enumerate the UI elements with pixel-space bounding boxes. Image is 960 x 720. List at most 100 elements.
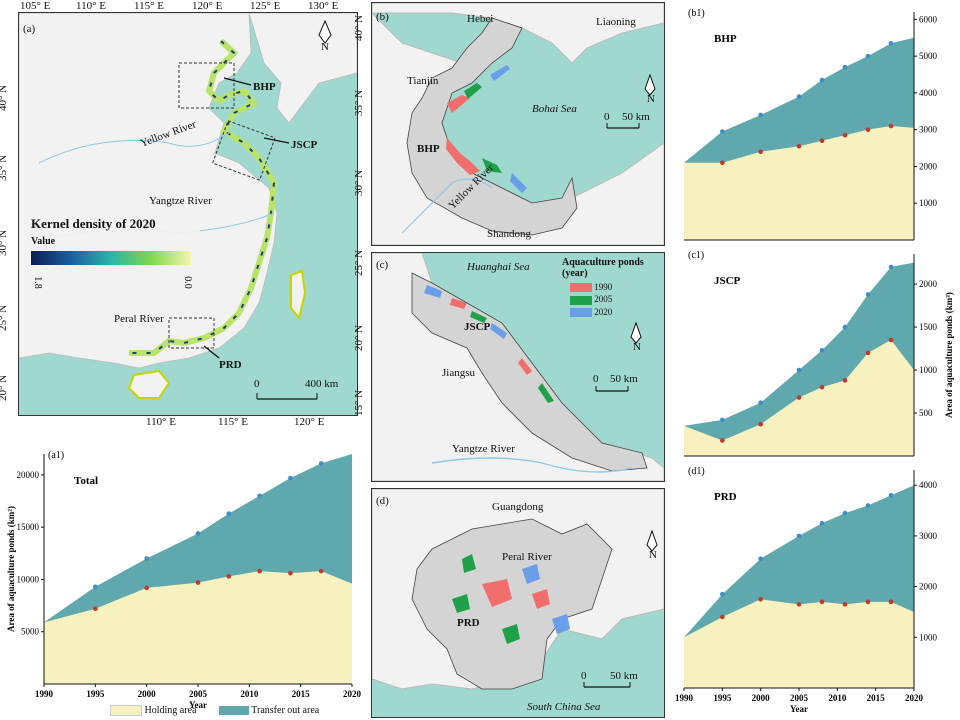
holding-point bbox=[842, 132, 848, 138]
lon-top-label: 120° E bbox=[192, 0, 223, 12]
transfer-point bbox=[796, 367, 802, 373]
chart-tag: (c1) bbox=[688, 250, 704, 261]
transfer-point bbox=[865, 53, 871, 59]
lat-right-labels: 40° N 35° N 30° N 25° N 20° N 15° N bbox=[353, 12, 370, 416]
x-tick-label: 2005 bbox=[189, 689, 208, 699]
hebei-label: Hebei bbox=[467, 13, 494, 25]
holding-area bbox=[44, 571, 352, 684]
transfer-point bbox=[288, 475, 293, 481]
legend-transfer-swatch bbox=[218, 706, 249, 716]
x-tick-label: 1990 bbox=[675, 693, 694, 703]
y-tick-label: 5000 bbox=[919, 51, 938, 61]
legend-title: Kernel density of 2020 bbox=[31, 216, 156, 231]
transfer-point bbox=[842, 64, 848, 70]
peral-d-label: Peral River bbox=[502, 551, 552, 563]
kernel-density-legend: Kernel density of 2020 Value 1.8 0.0 bbox=[25, 213, 200, 298]
transfer-point bbox=[318, 461, 324, 466]
transfer-point bbox=[226, 511, 232, 516]
holding-point bbox=[888, 337, 894, 343]
y-axis-label: Area of aquaculture ponds (km²) bbox=[944, 292, 954, 418]
legend-item: 2005 bbox=[570, 294, 662, 305]
x-tick-label: 2015 bbox=[867, 693, 886, 703]
transfer-point bbox=[865, 292, 871, 297]
legend-color-ramp bbox=[31, 251, 191, 265]
jscp-label: JSCP bbox=[291, 139, 318, 151]
lat-left-label: 25° N bbox=[0, 305, 10, 332]
holding-point bbox=[195, 580, 201, 585]
y-tick-label: 1000 bbox=[919, 365, 938, 375]
holding-point bbox=[758, 421, 763, 427]
x-tick-label: 2010 bbox=[828, 693, 847, 703]
y-tick-label: 1000 bbox=[919, 632, 938, 642]
chart-tag: (b1) bbox=[688, 8, 705, 19]
transfer-point bbox=[93, 584, 98, 590]
chart-title: BHP bbox=[714, 33, 737, 45]
lat-right-label: 20° N bbox=[353, 324, 366, 352]
x-tick-label: 2015 bbox=[292, 689, 311, 699]
x-tick-label: 1990 bbox=[35, 689, 54, 699]
y-axis-label: Area of aquaculture ponds (km²) bbox=[6, 506, 16, 632]
holding-point bbox=[819, 599, 825, 605]
prd-map-panel: (d) Guangdong Peral River PRD South Chin… bbox=[371, 488, 665, 718]
shandong-label: Shandong bbox=[487, 228, 531, 240]
legend-item-label: 1990 bbox=[594, 282, 613, 292]
holding-point bbox=[720, 160, 725, 166]
lat-right-label: 15° N bbox=[353, 389, 366, 417]
lon-top-label: 130° E bbox=[308, 0, 339, 12]
transfer-point bbox=[888, 493, 894, 498]
transfer-point bbox=[195, 531, 201, 536]
holding-point bbox=[796, 602, 802, 607]
holding-point bbox=[819, 138, 825, 144]
transfer-point bbox=[720, 417, 725, 423]
area-legend: Holding area Transfer out area bbox=[110, 705, 319, 717]
yangtze-river-c bbox=[431, 457, 633, 473]
holding-point bbox=[796, 143, 802, 149]
prd-map bbox=[372, 489, 664, 690]
chart-title: PRD bbox=[714, 491, 737, 503]
y-tick-label: 500 bbox=[919, 408, 933, 418]
x-axis-label: Year bbox=[790, 704, 808, 714]
lon-top-labels: 105° E 110° E 115° E 120° E 125° E 130° … bbox=[18, 0, 358, 12]
prd-label: PRD bbox=[219, 359, 242, 371]
holding-point bbox=[888, 123, 894, 129]
scs-label: South China Sea bbox=[527, 701, 601, 713]
lon-bottom-labels: 110° E 115° E 120° E bbox=[18, 416, 358, 428]
tianjin-label: Tianjin bbox=[407, 75, 439, 87]
y-tick-label: 10000 bbox=[17, 574, 40, 584]
holding-point bbox=[720, 438, 725, 443]
jscp-arrow bbox=[263, 137, 290, 144]
legend-holding-swatch bbox=[110, 705, 142, 717]
y-tick-label: 20000 bbox=[17, 470, 40, 480]
x-tick-label: 2020 bbox=[905, 693, 924, 703]
y-tick-label: 2000 bbox=[919, 582, 938, 592]
year-legend-title: Aquaculture ponds (year) bbox=[562, 257, 644, 279]
x-tick-label: 2020 bbox=[343, 689, 362, 699]
transfer-point bbox=[865, 503, 871, 508]
holding-point bbox=[888, 599, 894, 605]
legend-value-label: Value bbox=[31, 236, 56, 247]
holding-point bbox=[758, 596, 763, 602]
holding-point bbox=[819, 384, 825, 390]
north-arrow-icon bbox=[646, 529, 658, 552]
jscp-map bbox=[372, 253, 664, 481]
liaoning-label: Liaoning bbox=[596, 16, 636, 28]
transfer-point bbox=[819, 520, 825, 526]
x-tick-label: 2000 bbox=[752, 693, 771, 703]
bhp-arrow bbox=[223, 77, 252, 86]
bhp-label: BHP bbox=[253, 81, 276, 93]
holding-point bbox=[257, 568, 262, 574]
lat-right-label: 30° N bbox=[353, 169, 366, 197]
chart-bhp: 1000 2000 3000 4000 5000 6000 (b1) BHP bbox=[684, 8, 938, 241]
lon-top-label: 110° E bbox=[76, 0, 106, 12]
scale-zero-c: 0 bbox=[593, 373, 599, 385]
bhp-extent-box bbox=[178, 62, 235, 109]
x-tick-label: 1995 bbox=[713, 693, 732, 703]
korea-landmass bbox=[248, 13, 357, 124]
prd-arrow bbox=[203, 345, 220, 359]
holding-area bbox=[684, 599, 914, 688]
lon-top-label: 125° E bbox=[250, 0, 281, 12]
lat-left-label: 20° N bbox=[0, 375, 10, 402]
transfer-point bbox=[758, 400, 763, 406]
panel-b-tag: (b) bbox=[376, 11, 389, 23]
yellow-river-b bbox=[401, 178, 493, 234]
